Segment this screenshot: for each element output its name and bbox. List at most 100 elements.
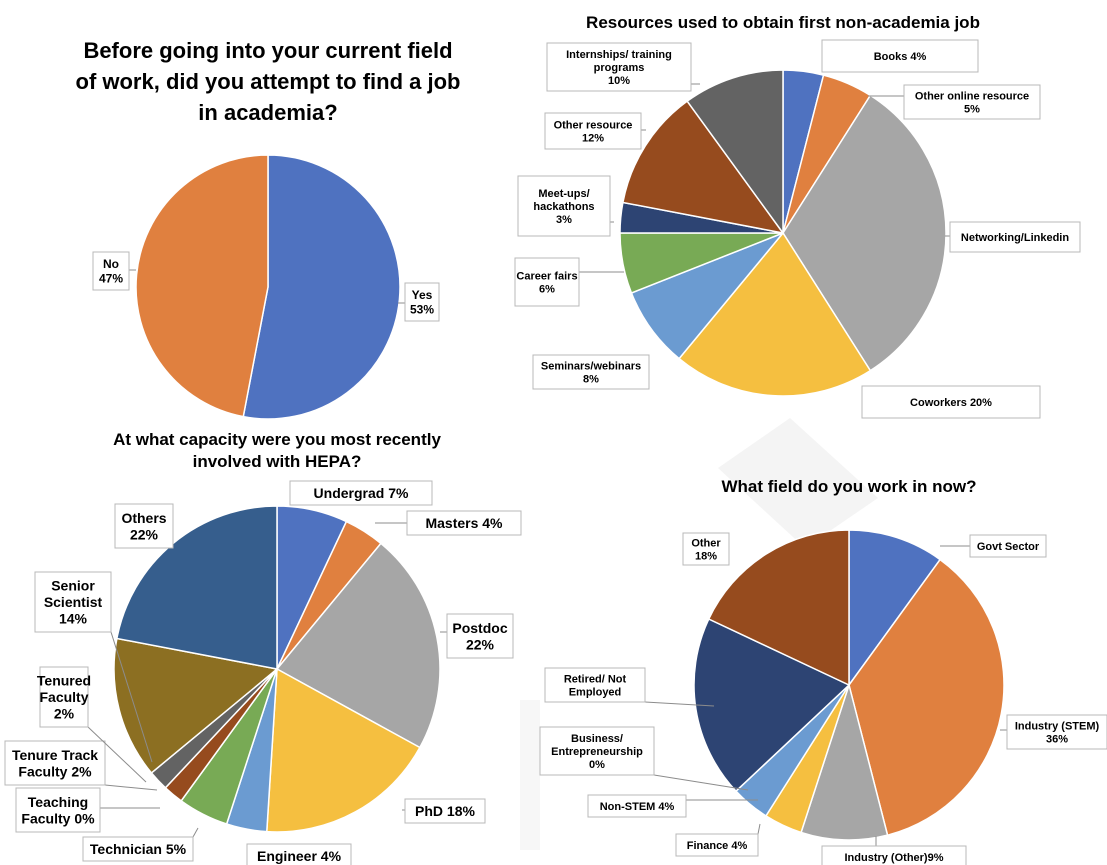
pie-chart-2: Resources used to obtain first non-acade…	[514, 13, 1081, 419]
label-text: Industry (STEM) 36%	[1015, 720, 1100, 745]
leader-line	[104, 784, 158, 791]
label-industry-stem: Industry (STEM) 36%	[1000, 714, 1107, 750]
label-box	[821, 39, 979, 73]
label-text: Other resource 12%	[554, 119, 633, 144]
label-coworkers: Coworkers 20%	[861, 385, 1041, 419]
label-text: Retired/ Not Employed	[564, 673, 627, 698]
label-business-entrepreneurship: Business/Entrepreneurship 0%	[539, 726, 749, 791]
slice-industry-stem	[848, 558, 1005, 837]
label-box	[544, 112, 642, 150]
label-box	[587, 794, 687, 818]
leader-line	[653, 774, 749, 791]
label-box	[532, 354, 650, 390]
label-text: Industry (Other)9%	[844, 852, 943, 864]
label-govt-sector: Govt Sector	[940, 534, 1047, 558]
label-text: Tenured Faculty 2%	[37, 673, 91, 722]
label-other-online-resource: Other online resource 5%	[868, 84, 1041, 120]
label-engineer: Engineer 4%	[246, 843, 352, 865]
label-technician: Technician 5%	[82, 827, 199, 862]
slice-industry-other	[800, 682, 889, 841]
label-box	[903, 84, 1041, 120]
label-masters: Masters 4%	[375, 510, 522, 536]
chart-3-title-line-1: At what capacity were you most recently	[113, 430, 441, 449]
label-box	[544, 667, 646, 703]
label-box	[92, 251, 130, 291]
label-text: Coworkers 20%	[910, 397, 992, 409]
label-seminars-webinars: Seminars/webinars 8%	[532, 354, 650, 390]
label-text: Other online resource 5%	[915, 90, 1029, 115]
label-text: Govt Sector	[977, 541, 1040, 553]
label-box	[514, 257, 580, 307]
label-box	[246, 843, 352, 865]
label-text: Masters 4%	[425, 515, 503, 531]
label-text: Undergrad 7%	[314, 485, 409, 501]
label-box	[682, 532, 730, 566]
pie-chart-4: What field do you work in now? Govt Secto…	[539, 477, 1107, 865]
label-box	[15, 787, 101, 833]
label-box	[114, 503, 174, 549]
label-no: No 47%	[92, 251, 136, 291]
label-text: Others 22%	[121, 510, 166, 543]
label-others: Others 22%	[114, 503, 174, 549]
label-box	[546, 42, 692, 92]
label-text: Business/Entrepreneurship 0%	[551, 733, 643, 771]
label-postdoc: Postdoc 22%	[440, 613, 514, 659]
label-box	[517, 175, 611, 237]
slice-phd	[265, 667, 421, 833]
leader-line	[644, 701, 715, 707]
chart-2-title-line-1: Resources used to obtain first non-acade…	[586, 13, 980, 32]
label-senior-scientist: Senior Scientist 14%	[34, 571, 153, 763]
label-box	[821, 845, 967, 865]
chart-1-title-line-2: of work, did you attempt to find a job	[76, 69, 461, 94]
label-text: Teaching Faculty 0%	[21, 794, 95, 827]
slice-internships-training-programs	[686, 69, 784, 236]
leader-line	[110, 631, 153, 763]
label-undergrad: Undergrad 7%	[289, 480, 433, 506]
label-text: Tenure Track Faculty 2%	[12, 747, 98, 780]
label-teaching-faculty: Teaching Faculty 0%	[15, 787, 160, 833]
leader-line	[757, 823, 761, 835]
label-box	[39, 666, 89, 728]
label-box	[861, 385, 1041, 419]
slice-other	[707, 529, 850, 687]
label-text: Senior Scientist 14%	[44, 578, 103, 627]
slice-retired-not-employed	[693, 618, 851, 793]
label-text: Postdoc 22%	[452, 620, 507, 653]
label-career-fairs: Career fairs 6%	[514, 257, 624, 307]
watermark-shape-2	[520, 700, 540, 850]
label-finance: Finance 4%	[675, 823, 761, 857]
label-text: Networking/Linkedin	[961, 232, 1069, 244]
label-box	[969, 534, 1047, 558]
label-box	[4, 740, 106, 786]
label-text: Yes 53%	[410, 288, 434, 316]
label-box	[289, 480, 433, 506]
label-text: Non-STEM 4%	[600, 801, 675, 813]
pie-chart-1: Before going into your current field of w…	[76, 38, 461, 420]
label-other: Other 18%	[682, 532, 730, 566]
slice-other-resource	[622, 100, 785, 235]
label-networking-linkedin: Networking/Linkedin	[945, 221, 1081, 253]
label-text: Finance 4%	[687, 840, 748, 852]
label-text: Seminars/webinars 8%	[541, 360, 641, 385]
label-box	[406, 510, 522, 536]
label-non-stem: Non-STEM 4%	[587, 794, 758, 818]
label-yes: Yes 53%	[398, 282, 440, 322]
label-meet-ups-hackathons: Meet-ups/hackathons 3%	[517, 175, 614, 237]
chart-4-title-line-1: What field do you work in now?	[722, 477, 977, 496]
label-box	[539, 726, 655, 776]
slice-coworkers	[678, 231, 872, 397]
label-box	[34, 571, 112, 633]
slice-postdoc	[275, 542, 441, 749]
slice-yes	[242, 154, 401, 420]
label-box	[404, 282, 440, 322]
label-box	[675, 833, 759, 857]
label-text: Other 18%	[691, 537, 721, 562]
slice-networking-linkedin	[782, 94, 947, 372]
label-box	[404, 798, 486, 824]
label-other-resource: Other resource 12%	[544, 112, 646, 150]
charts-layer: Before going into your current field of w…	[4, 13, 1107, 865]
slice-senior-scientist	[113, 637, 279, 774]
label-phd: PhD 18%	[402, 798, 486, 824]
label-books: Books 4%	[821, 39, 979, 73]
